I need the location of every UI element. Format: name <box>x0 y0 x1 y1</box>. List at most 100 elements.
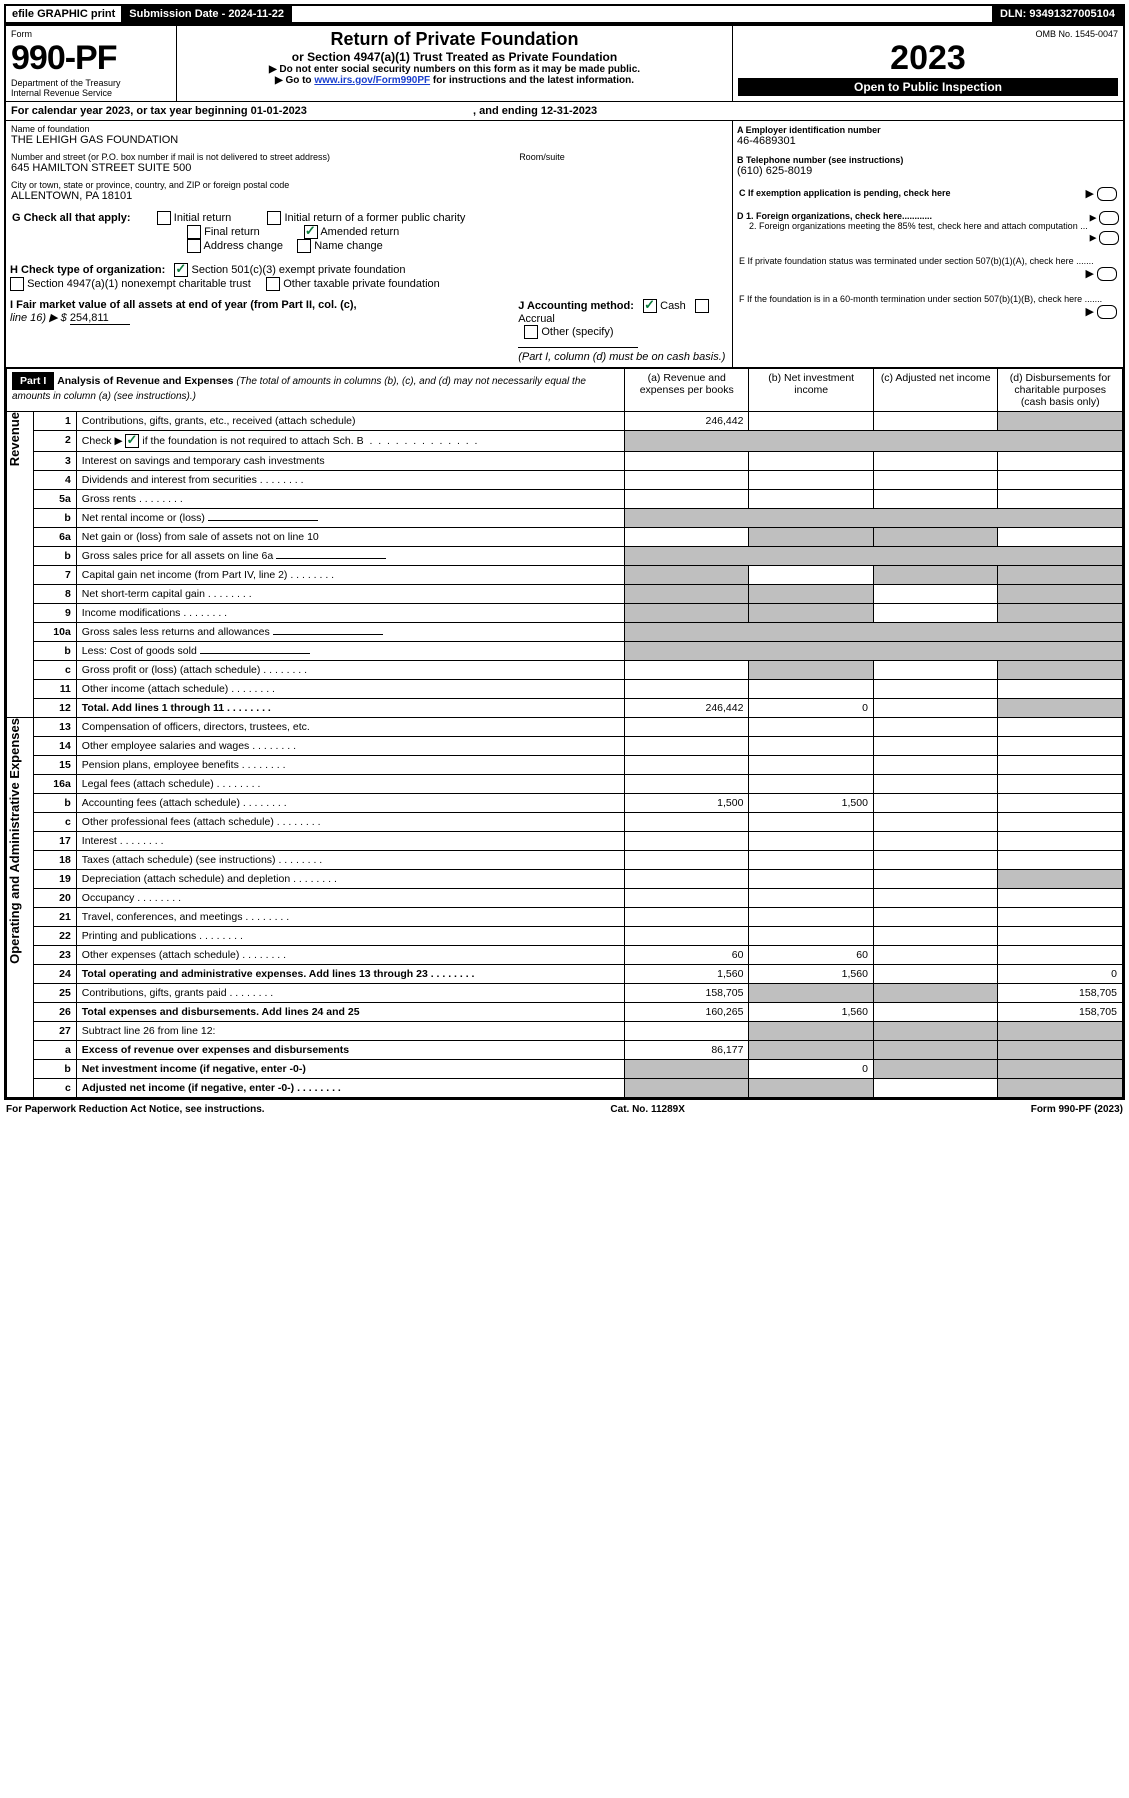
dept-label: Department of the Treasury <box>11 78 171 88</box>
value-cell <box>998 680 1123 699</box>
chk-cash[interactable] <box>643 299 657 313</box>
row-num: 25 <box>33 984 76 1003</box>
value-cell <box>998 471 1123 490</box>
h-opt3: Other taxable private foundation <box>283 278 440 290</box>
chk-initial-former[interactable] <box>267 211 281 225</box>
foundation-name: THE LEHIGH GAS FOUNDATION <box>11 134 727 146</box>
row-num: 14 <box>33 737 76 756</box>
row-num: 17 <box>33 832 76 851</box>
e-label: E If private foundation status was termi… <box>739 256 1094 266</box>
c-label: C If exemption application is pending, c… <box>739 188 951 198</box>
omb-label: OMB No. 1545-0047 <box>738 29 1118 39</box>
value-cell <box>998 908 1123 927</box>
cal-year-begin: For calendar year 2023, or tax year begi… <box>11 105 307 117</box>
row-num: 3 <box>33 452 76 471</box>
value-cell <box>873 412 997 431</box>
chk-initial[interactable] <box>157 211 171 225</box>
row-label: Total. Add lines 1 through 11 . . . . . … <box>76 699 624 718</box>
chk-amended[interactable] <box>304 225 318 239</box>
value-cell <box>624 832 748 851</box>
row-num: 5a <box>33 490 76 509</box>
value-cell <box>749 1079 873 1098</box>
j-accrual: Accrual <box>518 313 555 325</box>
value-cell: 60 <box>749 946 873 965</box>
revenue-section-label: Revenue <box>7 412 22 466</box>
value-cell <box>624 604 748 623</box>
row-num: 13 <box>33 718 76 737</box>
note2a: ▶ Go to <box>275 75 314 86</box>
value-cell <box>624 737 748 756</box>
row-label: Depreciation (attach schedule) and deple… <box>76 870 624 889</box>
value-cell <box>873 775 997 794</box>
row-num: 6a <box>33 528 76 547</box>
col-d: (d) Disbursements for charitable purpose… <box>998 369 1123 412</box>
row-num: 15 <box>33 756 76 775</box>
chk-f[interactable] <box>1097 305 1117 319</box>
value-cell <box>998 412 1123 431</box>
row-label: Total expenses and disbursements. Add li… <box>76 1003 624 1022</box>
value-cell <box>749 718 873 737</box>
chk-final[interactable] <box>187 225 201 239</box>
value-cell <box>873 737 997 756</box>
value-cell: 158,705 <box>624 984 748 1003</box>
value-cell <box>998 699 1123 718</box>
chk-address[interactable] <box>187 239 201 253</box>
value-cell <box>749 528 873 547</box>
value-cell: 60 <box>624 946 748 965</box>
row-num: 2 <box>33 431 76 452</box>
value-cell <box>749 585 873 604</box>
value-cell <box>749 661 873 680</box>
row-label: Travel, conferences, and meetings . . . … <box>76 908 624 927</box>
form-number: 990-PF <box>11 39 171 78</box>
value-cell <box>749 452 873 471</box>
row-num: 23 <box>33 946 76 965</box>
f-label: F If the foundation is in a 60-month ter… <box>739 294 1102 304</box>
footer-left: For Paperwork Reduction Act Notice, see … <box>6 1104 265 1115</box>
value-cell <box>998 870 1123 889</box>
value-cell <box>998 452 1123 471</box>
name-label: Name of foundation <box>11 124 727 134</box>
value-cell <box>873 604 997 623</box>
value-cell <box>873 1079 997 1098</box>
col-a: (a) Revenue and expenses per books <box>624 369 748 412</box>
row-label: Dividends and interest from securities .… <box>76 471 624 490</box>
opadmin-section-label: Operating and Administrative Expenses <box>7 718 22 964</box>
value-cell <box>873 889 997 908</box>
value-cell <box>749 412 873 431</box>
chk-schb[interactable] <box>125 434 139 448</box>
value-cell <box>624 775 748 794</box>
value-cell <box>749 680 873 699</box>
chk-other-tax[interactable] <box>266 277 280 291</box>
value-cell <box>998 946 1123 965</box>
value-cell: 0 <box>749 1060 873 1079</box>
chk-c[interactable] <box>1097 187 1117 201</box>
efile-label[interactable]: efile GRAPHIC print <box>6 6 121 22</box>
chk-4947[interactable] <box>10 277 24 291</box>
value-cell <box>873 452 997 471</box>
chk-name[interactable] <box>297 239 311 253</box>
chk-other-method[interactable] <box>524 325 538 339</box>
inspection-label: Open to Public Inspection <box>738 78 1118 96</box>
j-note: (Part I, column (d) must be on cash basi… <box>518 351 725 363</box>
irs-link[interactable]: www.irs.gov/Form990PF <box>314 75 430 86</box>
row-label: Interest on savings and temporary cash i… <box>76 452 624 471</box>
chk-accrual[interactable] <box>695 299 709 313</box>
g-opt-1: Final return <box>204 226 260 238</box>
value-cell: 1,560 <box>749 965 873 984</box>
value-cell <box>749 813 873 832</box>
row-num: 7 <box>33 566 76 585</box>
value-cell: 0 <box>998 965 1123 984</box>
row-num: 11 <box>33 680 76 699</box>
value-cell <box>998 756 1123 775</box>
chk-e[interactable] <box>1097 267 1117 281</box>
value-cell <box>873 718 997 737</box>
chk-501c3[interactable] <box>174 263 188 277</box>
value-cell <box>998 813 1123 832</box>
row-num: b <box>33 642 76 661</box>
g-opt-5: Name change <box>314 240 383 252</box>
chk-d1[interactable] <box>1099 211 1119 225</box>
value-cell <box>624 851 748 870</box>
col-b: (b) Net investment income <box>749 369 873 412</box>
value-cell: 158,705 <box>998 1003 1123 1022</box>
chk-d2[interactable] <box>1099 231 1119 245</box>
